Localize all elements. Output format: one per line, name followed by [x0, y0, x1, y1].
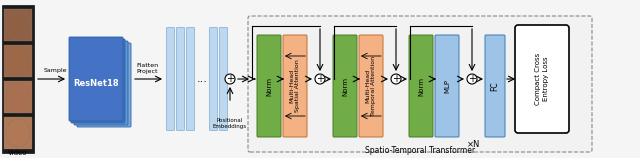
FancyBboxPatch shape [283, 35, 307, 137]
Bar [2, 5, 34, 153]
Text: +: + [226, 74, 234, 84]
Ellipse shape [6, 83, 30, 111]
FancyBboxPatch shape [409, 35, 433, 137]
FancyBboxPatch shape [485, 35, 505, 137]
FancyBboxPatch shape [177, 27, 184, 131]
FancyBboxPatch shape [333, 35, 357, 137]
Text: Norm: Norm [342, 76, 348, 95]
FancyBboxPatch shape [257, 35, 281, 137]
Text: +: + [392, 74, 400, 84]
Ellipse shape [6, 119, 30, 147]
FancyBboxPatch shape [359, 35, 383, 137]
Text: Multi-Head
Spatial Attention: Multi-Head Spatial Attention [290, 60, 300, 112]
Text: MLP: MLP [444, 79, 450, 93]
FancyBboxPatch shape [248, 16, 592, 152]
Text: ResNet18: ResNet18 [73, 79, 119, 88]
Text: +: + [468, 74, 476, 84]
FancyBboxPatch shape [220, 27, 227, 131]
Circle shape [315, 74, 325, 84]
Text: Multi-Head
Temporal Attention: Multi-Head Temporal Attention [365, 56, 376, 116]
FancyBboxPatch shape [71, 39, 125, 123]
Circle shape [225, 74, 235, 84]
FancyBboxPatch shape [77, 43, 131, 127]
Text: ...: ... [196, 74, 207, 84]
Bar [4, 45, 32, 77]
Circle shape [467, 74, 477, 84]
FancyBboxPatch shape [209, 27, 218, 131]
Bar [4, 81, 32, 113]
Bar [4, 9, 32, 41]
Circle shape [391, 74, 401, 84]
FancyBboxPatch shape [166, 27, 175, 131]
Text: Norm: Norm [266, 76, 272, 95]
Text: Sample: Sample [44, 68, 67, 73]
Text: Video: Video [8, 150, 28, 156]
Text: Positional
Embeddings: Positional Embeddings [213, 118, 247, 129]
FancyBboxPatch shape [69, 37, 123, 121]
Text: Norm: Norm [418, 76, 424, 95]
Text: +: + [316, 74, 324, 84]
Text: FC: FC [490, 81, 499, 91]
Text: Compact Cross
Entropy Loss: Compact Cross Entropy Loss [535, 53, 549, 105]
Ellipse shape [6, 11, 30, 39]
FancyBboxPatch shape [186, 27, 195, 131]
FancyBboxPatch shape [435, 35, 459, 137]
Bar [4, 117, 32, 149]
Text: ×N: ×N [467, 140, 481, 149]
Text: Flatten
Project: Flatten Project [136, 63, 158, 74]
Text: Spatio-Temporal Transformer: Spatio-Temporal Transformer [365, 146, 475, 155]
FancyBboxPatch shape [515, 25, 569, 133]
Ellipse shape [6, 47, 30, 75]
FancyBboxPatch shape [74, 41, 128, 125]
